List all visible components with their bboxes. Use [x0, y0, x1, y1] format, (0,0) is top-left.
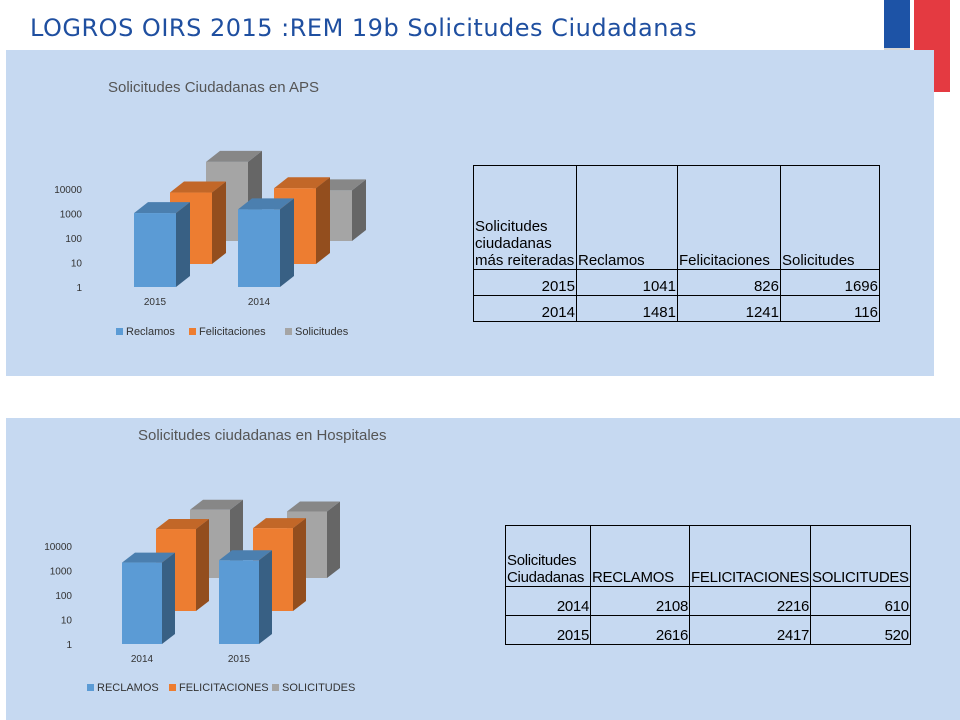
- chart-title: Solicitudes Ciudadanas en APS: [108, 79, 319, 96]
- legend-label: SOLICITUDES: [282, 682, 355, 694]
- bar-top: [134, 202, 190, 214]
- chart-title: Solicitudes ciudadanas en Hospitales: [138, 427, 387, 444]
- legend-swatch: [189, 328, 196, 335]
- bar: [122, 562, 162, 644]
- y-tick-label: 1000: [50, 567, 73, 578]
- bar-top: [156, 519, 209, 530]
- table-header-row: Solicitudes ciudadanas más reiteradas Re…: [473, 165, 880, 270]
- table-header-cell: Reclamos: [576, 165, 678, 270]
- table-cell: 520: [810, 615, 911, 645]
- y-tick-label: 1: [66, 640, 72, 651]
- table-header-row: Solicitudes Ciudadanas RECLAMOS FELICITA…: [505, 525, 911, 587]
- table-header-cell: RECLAMOS: [590, 525, 690, 587]
- table-cell: 1696: [780, 269, 880, 296]
- bar-side: [352, 179, 366, 241]
- table-cell: 2616: [590, 615, 690, 645]
- y-tick-label: 100: [55, 591, 72, 602]
- table-cell: 2216: [688, 586, 812, 616]
- bar-top: [253, 518, 306, 529]
- hospital-data-table: Solicitudes Ciudadanas RECLAMOS FELICITA…: [505, 525, 911, 645]
- bar-top: [206, 150, 262, 162]
- table-cell: 1041: [576, 269, 678, 296]
- bar: [219, 560, 259, 644]
- legend-swatch: [272, 684, 279, 691]
- table-cell: 2417: [688, 615, 812, 645]
- y-tick-label: 1: [76, 283, 82, 294]
- table-row: 2014 1481 1241 116: [473, 295, 880, 322]
- y-tick-label: 10: [71, 259, 83, 270]
- bar-side: [280, 198, 294, 287]
- bar: [134, 213, 176, 287]
- table-cell: 2015: [505, 615, 591, 645]
- bar-side: [176, 202, 190, 287]
- table-header-cell: Solicitudes: [780, 165, 880, 270]
- table-row: 2015 2616 2417 520: [505, 615, 911, 645]
- table-cell: 2014: [505, 586, 591, 616]
- bar-top: [190, 499, 243, 510]
- table-cell: 1241: [677, 295, 781, 322]
- legend-label: Reclamos: [126, 326, 175, 338]
- y-tick-label: 10000: [44, 542, 72, 553]
- x-category-label: 2015: [144, 297, 167, 308]
- table-cell: 610: [810, 586, 911, 616]
- bar-side: [327, 501, 340, 578]
- table-row: 2014 2108 2216 610: [505, 586, 911, 616]
- table-header-cell: SOLICITUDES: [810, 525, 911, 587]
- legend-label: Solicitudes: [295, 326, 349, 338]
- bar-side: [196, 519, 209, 611]
- table-row: 2015 1041 826 1696: [473, 269, 880, 296]
- bar-top: [274, 177, 330, 189]
- aps-data-table: Solicitudes ciudadanas más reiteradas Re…: [473, 165, 880, 322]
- legend-swatch: [116, 328, 123, 335]
- slide-title: LOGROS OIRS 2015 :REM 19b Solicitudes Ci…: [30, 14, 698, 42]
- table-header-cell: Solicitudes ciudadanas más reiteradas: [473, 165, 577, 270]
- table-cell: 2108: [590, 586, 690, 616]
- table-cell: 116: [780, 295, 880, 322]
- table-cell: 826: [677, 269, 781, 296]
- table-header-cell: Felicitaciones: [677, 165, 781, 270]
- x-category-label: 2015: [228, 654, 251, 665]
- bar-side: [259, 550, 272, 644]
- bar-side: [316, 177, 330, 264]
- bar-top: [287, 501, 340, 512]
- legend-swatch: [169, 684, 176, 691]
- bar-top: [170, 181, 226, 193]
- legend-swatch: [87, 684, 94, 691]
- table-cell: 2014: [473, 295, 577, 322]
- y-tick-label: 10000: [54, 185, 82, 196]
- table-header-cell: Solicitudes Ciudadanas: [505, 525, 591, 587]
- bar: [238, 209, 280, 287]
- x-category-label: 2014: [131, 654, 154, 665]
- table-cell: 1481: [576, 295, 678, 322]
- bar-side: [212, 181, 226, 264]
- legend-label: Felicitaciones: [199, 326, 266, 338]
- bar-side: [162, 552, 175, 644]
- y-tick-label: 10: [61, 616, 73, 627]
- legend-label: RECLAMOS: [97, 682, 159, 694]
- legend-label: FELICITACIONES: [179, 682, 269, 694]
- table-cell: 2015: [473, 269, 577, 296]
- bar-side: [293, 518, 306, 611]
- x-category-label: 2014: [248, 297, 271, 308]
- table-header-cell: FELICITACIONES: [688, 525, 812, 587]
- y-tick-label: 1000: [60, 210, 83, 221]
- y-tick-label: 100: [65, 234, 82, 245]
- bar-top: [238, 198, 294, 210]
- bar-top: [122, 552, 175, 563]
- bar-top: [219, 550, 272, 561]
- flag-blue-decoration: [884, 0, 910, 48]
- legend-swatch: [285, 328, 292, 335]
